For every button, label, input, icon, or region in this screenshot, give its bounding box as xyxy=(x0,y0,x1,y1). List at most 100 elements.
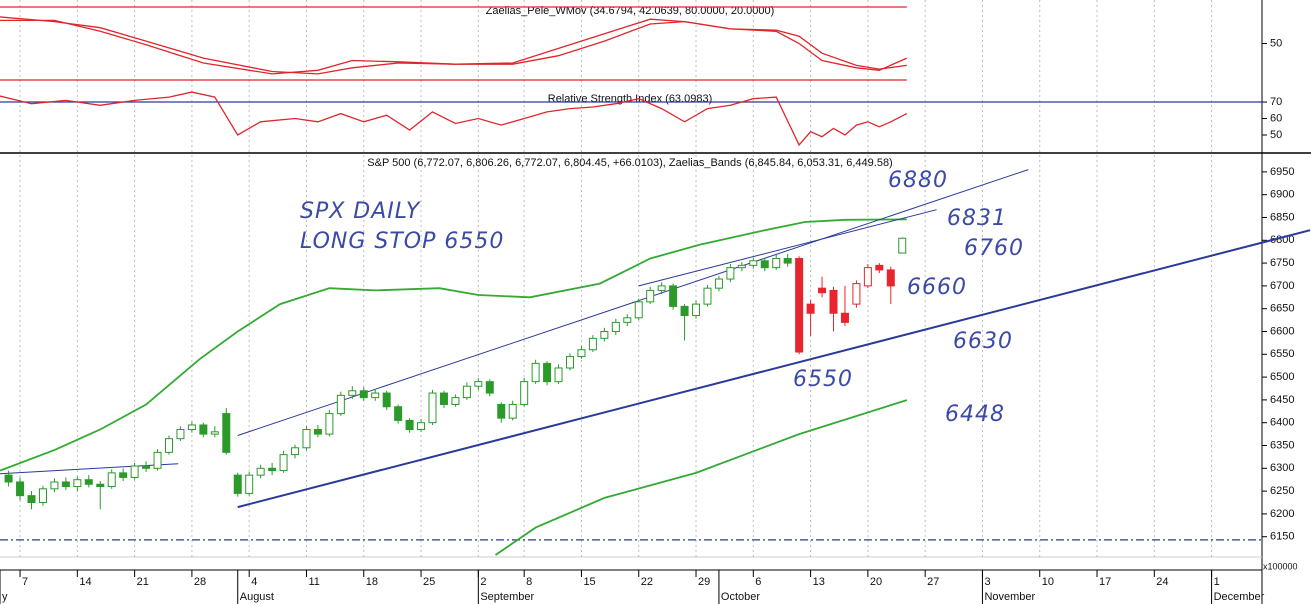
candle-body xyxy=(382,392,391,408)
candle-body xyxy=(38,488,47,504)
band-line xyxy=(494,399,908,556)
handwritten-note: 6660 xyxy=(907,275,967,300)
y-tick-label: 6300 xyxy=(1270,462,1294,474)
candle-body xyxy=(829,289,838,314)
candle-body xyxy=(96,483,105,488)
y-tick-label: 60 xyxy=(1270,112,1282,124)
handwritten-note: LONG STOP 6550 xyxy=(300,229,504,254)
candle-body xyxy=(840,312,849,323)
x-tick-label: 20 xyxy=(870,576,882,588)
candle-body xyxy=(279,454,288,472)
y-tick-label: 6250 xyxy=(1270,485,1294,497)
candle-body xyxy=(508,403,517,419)
candle-body xyxy=(703,287,712,305)
x-tick-label: 4 xyxy=(251,576,257,588)
y-tick-label: 6650 xyxy=(1270,303,1294,315)
x-tick-label: 29 xyxy=(698,576,710,588)
candle-body xyxy=(73,479,82,488)
price-title: S&P 500 (6,772.07, 6,806.26, 6,772.07, 6… xyxy=(367,157,892,169)
y-tick-label: 6800 xyxy=(1270,234,1294,246)
handwritten-note: 6880 xyxy=(888,168,948,193)
candle-body xyxy=(818,287,827,294)
trend-line xyxy=(638,209,937,287)
candle-body xyxy=(348,390,357,396)
candle-body xyxy=(462,385,471,399)
x-tick-label: 15 xyxy=(583,576,595,588)
y-tick-label: 50 xyxy=(1270,37,1282,49)
candle-body xyxy=(291,447,300,456)
handwritten-note: 6831 xyxy=(947,206,1007,231)
y-tick-label: 6600 xyxy=(1270,325,1294,337)
x-tick-label: 18 xyxy=(366,576,378,588)
candle-body xyxy=(268,467,277,472)
candle-body xyxy=(852,283,861,305)
handwritten-note: 6550 xyxy=(793,367,853,392)
candle-body xyxy=(16,481,25,497)
candle-body xyxy=(336,394,345,415)
candle-body xyxy=(359,390,368,399)
handwritten-note: 6760 xyxy=(964,236,1024,261)
candle-body xyxy=(588,337,597,351)
month-label: September xyxy=(480,591,534,603)
candle-body xyxy=(634,301,643,319)
candle-body xyxy=(485,381,494,394)
candle-body xyxy=(772,258,781,269)
candle-body xyxy=(875,264,884,271)
x-tick-label: 28 xyxy=(194,576,206,588)
candle-body xyxy=(863,267,872,287)
y-tick-label: 6550 xyxy=(1270,348,1294,360)
x-tick-label: 14 xyxy=(79,576,91,588)
y-tick-label: 6750 xyxy=(1270,257,1294,269)
y-tick-label: 6850 xyxy=(1270,211,1294,223)
candle-body xyxy=(451,397,460,405)
candle-body xyxy=(565,356,574,369)
y-tick-label: 6400 xyxy=(1270,417,1294,429)
candle-body xyxy=(520,381,529,405)
candle-body xyxy=(405,419,414,431)
month-label: December xyxy=(1214,591,1265,603)
candle-body xyxy=(439,392,448,405)
x-tick-label: 11 xyxy=(308,576,319,588)
candle-body xyxy=(176,429,185,440)
candle-body xyxy=(325,413,334,435)
candle-body xyxy=(795,258,804,353)
x-tick-label: 24 xyxy=(1156,576,1168,588)
candle-body xyxy=(726,267,735,280)
y-tick-label: 6350 xyxy=(1270,439,1294,451)
x-tick-label: 27 xyxy=(927,576,939,588)
candle-body xyxy=(737,264,746,269)
y-tick-label: 50 xyxy=(1270,129,1282,141)
x-tick-label: 2 xyxy=(480,576,486,588)
handwritten-note: 6448 xyxy=(945,402,1005,427)
x-tick-label: 13 xyxy=(813,576,825,588)
candle-body xyxy=(898,237,907,254)
candle-body xyxy=(714,278,723,289)
candle-body xyxy=(749,260,758,266)
candle-body xyxy=(187,424,196,431)
y-tick-label: 6150 xyxy=(1270,531,1294,543)
y-tick-label: 6900 xyxy=(1270,189,1294,201)
candle-body xyxy=(669,285,678,307)
month-label: November xyxy=(984,591,1035,603)
candle-body xyxy=(646,289,655,303)
indicator-line xyxy=(0,18,908,75)
candle-body xyxy=(611,321,620,332)
candle-body xyxy=(210,431,219,435)
band-line xyxy=(0,218,907,472)
candle-body xyxy=(543,362,552,383)
candle-body xyxy=(50,481,59,490)
candle-body xyxy=(233,474,242,494)
candle-body xyxy=(153,451,162,469)
candle-body xyxy=(4,474,13,483)
candle-body xyxy=(577,349,586,358)
month-label: y xyxy=(2,591,8,603)
candle-body xyxy=(199,424,208,435)
candle-body xyxy=(256,467,265,476)
trend-line xyxy=(237,229,1311,509)
x-tick-label: 3 xyxy=(984,576,990,588)
candle-body xyxy=(657,285,666,291)
candle-body xyxy=(27,495,36,504)
rsi-title: Relative Strength Index (63.0983) xyxy=(548,93,713,105)
